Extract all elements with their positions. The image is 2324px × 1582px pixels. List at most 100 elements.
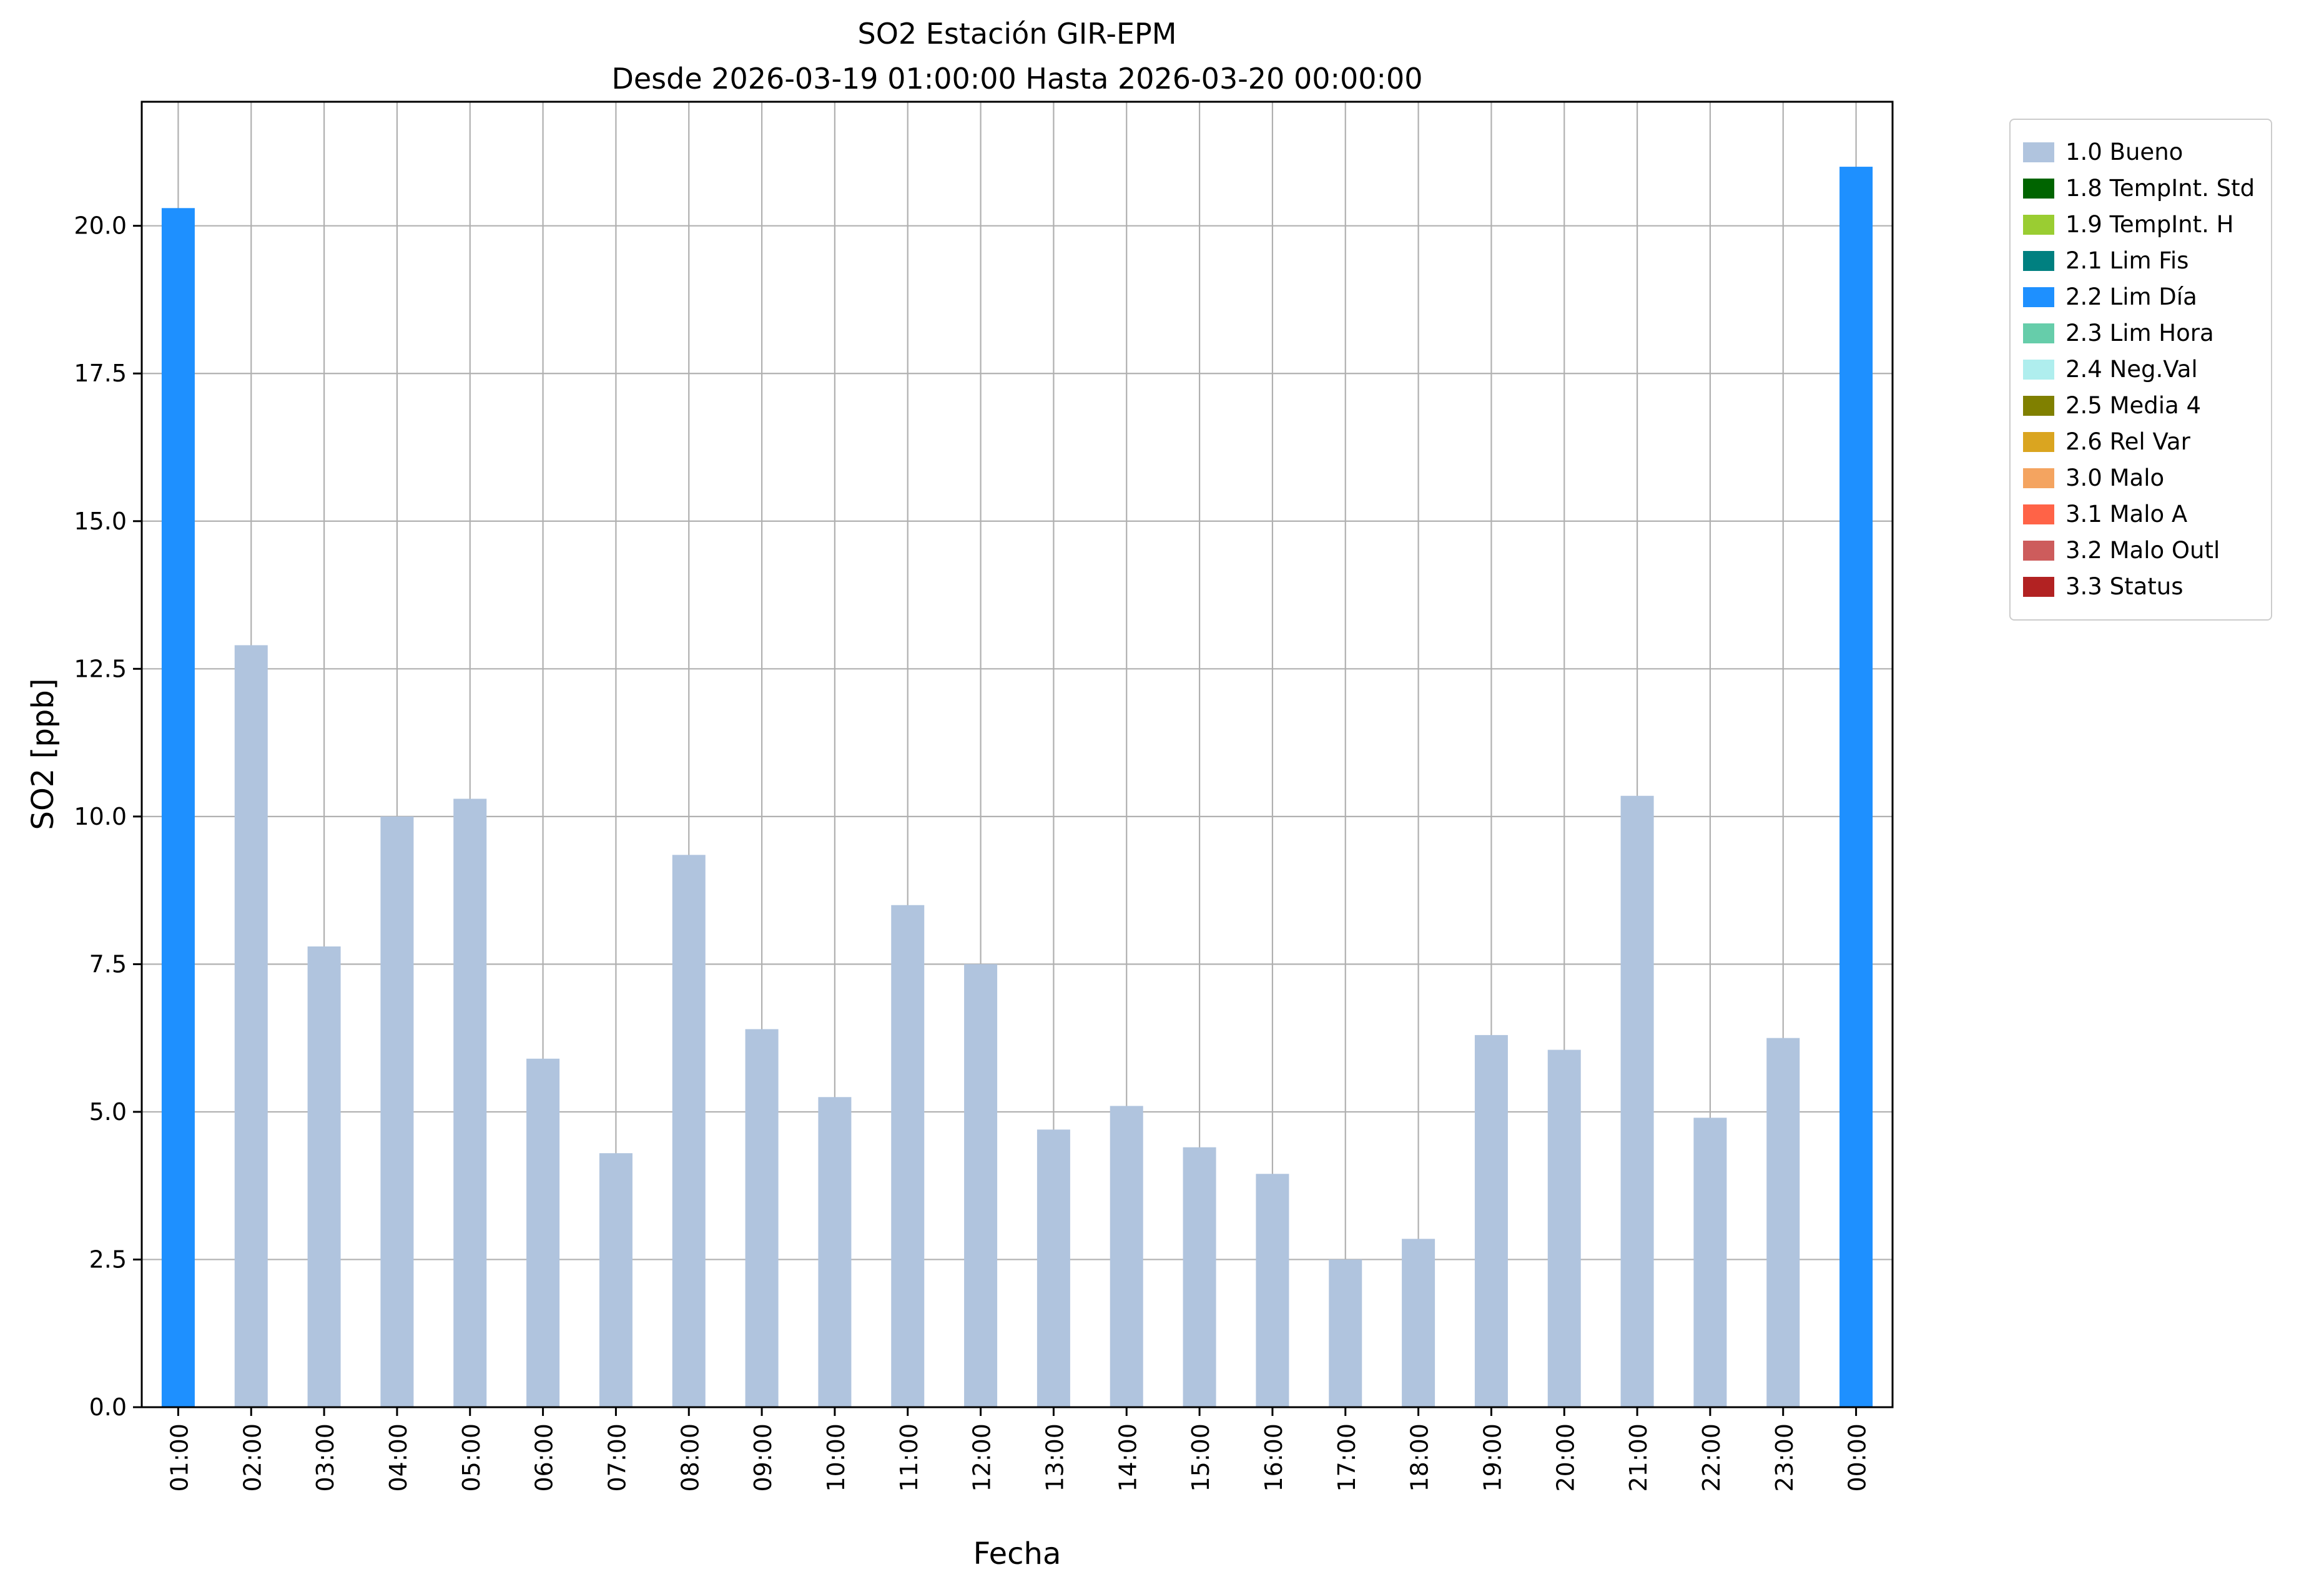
x-tick-label: 13:00 xyxy=(1041,1423,1068,1492)
x-tick-label: 14:00 xyxy=(1114,1423,1141,1492)
x-tick-label: 05:00 xyxy=(458,1423,485,1492)
y-tick-label: 15.0 xyxy=(74,508,127,535)
bar xyxy=(599,1153,633,1407)
legend-item: 2.6 Rel Var xyxy=(2023,428,2255,456)
legend-swatch-icon xyxy=(2023,251,2054,271)
bar xyxy=(453,798,487,1407)
legend-item: 3.1 Malo A xyxy=(2023,501,2255,528)
legend-swatch-icon xyxy=(2023,541,2054,561)
legend-label: 1.9 TempInt. H xyxy=(2066,211,2234,238)
legend-item: 2.4 Neg.Val xyxy=(2023,356,2255,383)
legend-item: 1.8 TempInt. Std xyxy=(2023,175,2255,202)
legend-label: 1.8 TempInt. Std xyxy=(2066,175,2255,202)
x-tick-label: 09:00 xyxy=(749,1423,777,1492)
legend-swatch-icon xyxy=(2023,215,2054,235)
x-tick-label: 02:00 xyxy=(239,1423,266,1492)
bar xyxy=(745,1029,779,1407)
bar xyxy=(672,855,706,1407)
bar xyxy=(526,1058,560,1407)
legend-swatch-icon xyxy=(2023,577,2054,597)
bar xyxy=(891,905,925,1407)
y-tick-label: 10.0 xyxy=(74,803,127,830)
x-tick-label: 12:00 xyxy=(968,1423,996,1492)
x-tick-label: 15:00 xyxy=(1187,1423,1214,1492)
legend-label: 2.3 Lim Hora xyxy=(2066,320,2214,346)
x-tick-label: 18:00 xyxy=(1406,1423,1434,1492)
legend-swatch-icon xyxy=(2023,360,2054,380)
y-tick-label: 20.0 xyxy=(74,212,127,240)
x-tick-label: 23:00 xyxy=(1771,1423,1798,1492)
chart-subtitle: Desde 2026-03-19 01:00:00 Hasta 2026-03-… xyxy=(611,62,1422,96)
legend-swatch-icon xyxy=(2023,179,2054,199)
y-tick-label: 2.5 xyxy=(89,1245,127,1273)
bar xyxy=(1547,1049,1581,1407)
legend-item: 2.5 Media 4 xyxy=(2023,392,2255,420)
x-tick-label: 08:00 xyxy=(676,1423,704,1492)
x-tick-label: 00:00 xyxy=(1844,1423,1871,1492)
legend-label: 3.1 Malo A xyxy=(2066,501,2188,528)
bar xyxy=(1402,1239,1435,1407)
legend-swatch-icon xyxy=(2023,287,2054,307)
legend-item: 3.3 Status xyxy=(2023,573,2255,601)
x-tick-label: 22:00 xyxy=(1698,1423,1725,1492)
bar xyxy=(1474,1034,1508,1407)
y-tick-label: 17.5 xyxy=(74,360,127,387)
bar xyxy=(818,1097,852,1407)
bar xyxy=(234,645,268,1407)
legend-label: 1.0 Bueno xyxy=(2066,139,2184,165)
legend-label: 2.5 Media 4 xyxy=(2066,392,2202,419)
x-tick-label: 20:00 xyxy=(1552,1423,1579,1492)
x-tick-label: 04:00 xyxy=(385,1423,412,1492)
legend-item: 1.0 Bueno xyxy=(2023,139,2255,166)
bar xyxy=(307,946,341,1407)
x-tick-label: 01:00 xyxy=(165,1423,193,1492)
legend-label: 2.2 Lim Día xyxy=(2066,283,2197,310)
legend-item: 2.3 Lim Hora xyxy=(2023,320,2255,347)
y-tick-label: 7.5 xyxy=(89,950,127,978)
bar xyxy=(380,816,414,1407)
x-tick-label: 10:00 xyxy=(822,1423,850,1492)
x-tick-label: 11:00 xyxy=(895,1423,923,1492)
legend-swatch-icon xyxy=(2023,323,2054,343)
legend-swatch-icon xyxy=(2023,504,2054,524)
plot-frame xyxy=(140,101,1894,1408)
y-tick-label: 12.5 xyxy=(74,655,127,682)
x-tick-label: 06:00 xyxy=(531,1423,558,1492)
legend-swatch-icon xyxy=(2023,432,2054,452)
bar xyxy=(1766,1038,1800,1407)
x-tick-label: 07:00 xyxy=(603,1423,631,1492)
y-axis-label: SO2 [ppb] xyxy=(26,679,61,830)
legend-label: 2.1 Lim Fis xyxy=(2066,247,2189,274)
y-tick-label: 0.0 xyxy=(89,1393,127,1421)
chart-title: SO2 Estación GIR-EPM xyxy=(858,17,1177,51)
legend-item: 3.0 Malo xyxy=(2023,464,2255,492)
legend-label: 3.0 Malo xyxy=(2066,464,2165,491)
legend-label: 3.2 Malo Outl xyxy=(2066,537,2220,564)
legend-swatch-icon xyxy=(2023,142,2054,162)
bar xyxy=(161,208,195,1408)
legend-item: 3.2 Malo Outl xyxy=(2023,537,2255,564)
legend-label: 2.6 Rel Var xyxy=(2066,428,2190,455)
bar xyxy=(1256,1174,1289,1407)
legend-item: 1.9 TempInt. H xyxy=(2023,211,2255,238)
legend-label: 3.3 Status xyxy=(2066,573,2184,600)
x-axis-label: Fecha xyxy=(973,1536,1061,1571)
legend-label: 2.4 Neg.Val xyxy=(2066,356,2198,383)
x-tick-label: 21:00 xyxy=(1625,1423,1652,1492)
x-tick-label: 19:00 xyxy=(1479,1423,1506,1492)
y-tick-label: 5.0 xyxy=(89,1098,127,1126)
legend-item: 2.1 Lim Fis xyxy=(2023,247,2255,275)
bar xyxy=(964,964,998,1407)
bar xyxy=(1620,795,1654,1407)
bar xyxy=(1183,1147,1216,1407)
bar xyxy=(1036,1129,1070,1407)
legend-swatch-icon xyxy=(2023,396,2054,416)
chart-legend: 1.0 Bueno 1.8 TempInt. Std 1.9 TempInt. H 2… xyxy=(2009,119,2273,621)
x-tick-label: 16:00 xyxy=(1260,1423,1288,1492)
legend-item: 2.2 Lim Día xyxy=(2023,283,2255,311)
axes-layer: 0.0 2.5 5.0 7.5 10.0 12.5 15.0 17.5 20.0 01:00 02:… xyxy=(74,101,1894,1492)
bar xyxy=(1329,1259,1362,1407)
x-tick-label: 03:00 xyxy=(312,1423,339,1492)
